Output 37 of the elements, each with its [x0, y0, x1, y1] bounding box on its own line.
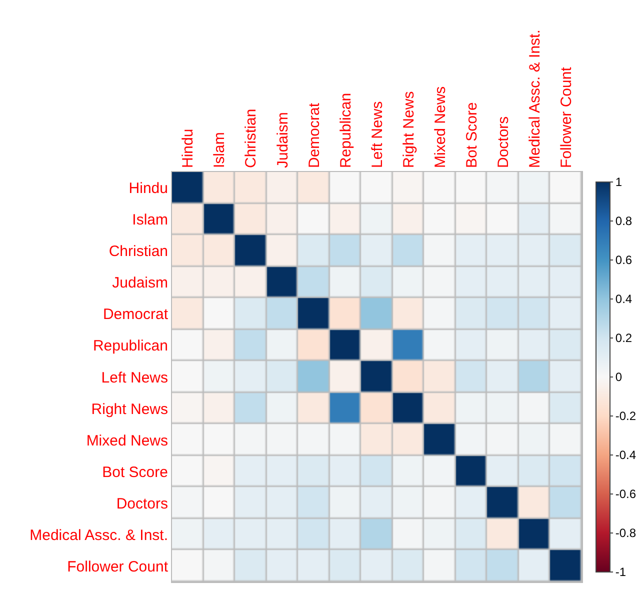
color-bar-label: -0.4 [615, 448, 636, 462]
color-bar-label: 1 [615, 175, 622, 190]
color-bar-label: 0.8 [615, 214, 632, 228]
x-tick-label: Bot Score [463, 102, 480, 168]
x-tick-label: Medical Assc. & Inst. [526, 30, 544, 168]
color-bar-label: 0.6 [615, 253, 632, 268]
color-bar-label: 0.4 [615, 292, 632, 306]
color-bar-label: 0 [615, 370, 622, 384]
y-tick-label: Judaism [112, 274, 168, 292]
y-tick-label: Bot Score [102, 464, 168, 481]
y-tick-label: Republican [92, 338, 168, 355]
color-bar-label: -0.2 [615, 409, 636, 424]
y-tick-label: Christian [108, 243, 168, 260]
x-tick-label: Hindu [180, 128, 197, 168]
y-tick-label: Doctors [116, 495, 168, 512]
x-tick-label: Islam [211, 132, 228, 168]
y-tick-label: Hindu [128, 180, 168, 198]
y-tick-label: Mixed News [86, 432, 168, 450]
y-tick-label: Medical Assc. & Inst. [30, 526, 168, 544]
y-tick-label: Democrat [102, 306, 169, 324]
x-tick-label: Democrat [306, 102, 323, 168]
color-bar-label: -0.6 [615, 487, 636, 502]
x-tick-label: Left News [368, 101, 386, 168]
x-tick-label: Republican [337, 92, 354, 168]
color-bar-label: -1 [615, 565, 626, 580]
color-bar-label: -0.8 [615, 526, 636, 540]
x-tick-label: Christian [242, 108, 260, 168]
x-tick-label: Doctors [495, 116, 512, 168]
y-tick-label: Left News [101, 369, 168, 386]
x-tick-label: Follower Count [558, 66, 576, 168]
y-tick-label: Follower Count [67, 558, 169, 576]
color-bar-label: 0.2 [615, 331, 632, 346]
x-tick-label: Judaism [274, 112, 292, 168]
x-tick-label: Mixed News [432, 86, 449, 168]
y-tick-label: Right News [91, 400, 168, 418]
y-tick-label: Islam [132, 212, 168, 229]
x-tick-label: Right News [400, 91, 418, 168]
